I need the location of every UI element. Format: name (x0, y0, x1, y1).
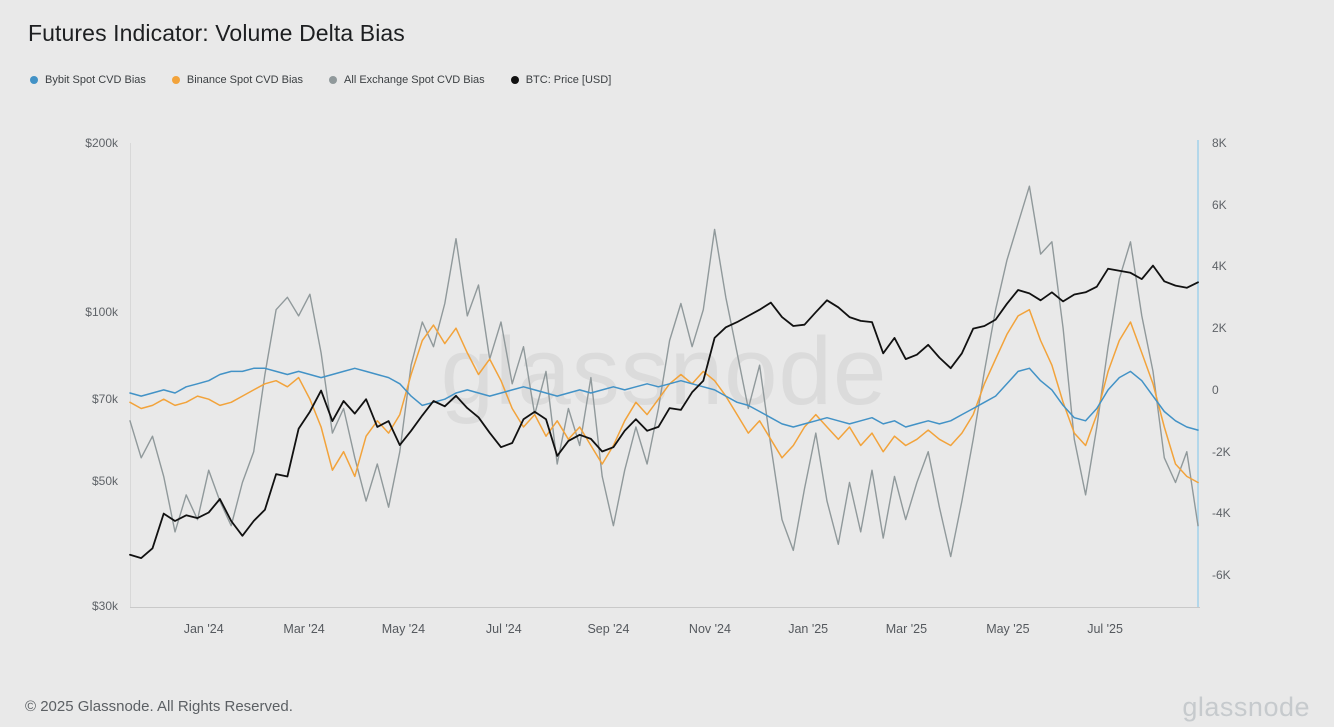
x-axis-tick-label: Jan '24 (183, 622, 224, 636)
copyright-text: © 2025 Glassnode. All Rights Reserved. (25, 698, 293, 715)
y-axis-right-tick-label: 6K (1212, 197, 1227, 212)
x-axis-tick-label: Mar '24 (283, 622, 325, 636)
y-axis-right-tick-label: -2K (1212, 444, 1231, 459)
x-axis-tick-label: May '25 (986, 622, 1030, 636)
y-axis-right-tick-label: -4K (1212, 506, 1231, 521)
y-axis-right-tick-label: 4K (1212, 259, 1227, 274)
x-axis-tick-label: Sep '24 (587, 622, 630, 636)
page-title: Futures Indicator: Volume Delta Bias (28, 20, 405, 46)
series-line-binance-spot-cvd-bias (129, 308, 1199, 484)
legend-item-bybit-spot-cvd-bias[interactable]: Bybit Spot CVD Bias (30, 74, 146, 86)
legend-dot-icon (329, 76, 338, 84)
chart-canvas (129, 185, 1199, 560)
x-axis-tick-label: Mar '25 (885, 622, 928, 636)
series-line-all-exchange-spot-cvd-bias (129, 185, 1199, 558)
legend-dot-icon (30, 76, 38, 84)
right-axis-line (1197, 140, 1199, 607)
x-axis-tick-label: Jan '25 (788, 622, 829, 636)
chart-plot[interactable] (129, 140, 1199, 607)
legend-item-binance-spot-cvd-bias[interactable]: Binance Spot CVD Bias (171, 74, 304, 86)
y-axis-right-tick-label: 0 (1212, 382, 1219, 397)
y-axis-right-tick-label: 8K (1212, 136, 1227, 150)
y-axis-left-tick-label: $100k (85, 305, 118, 320)
legend-dot-icon (171, 76, 180, 84)
y-axis-left-tick-label: $30k (91, 599, 118, 613)
x-axis-tick-label: May '24 (381, 622, 426, 636)
x-axis-tick-label: Jul '24 (485, 622, 522, 636)
y-axis-left-tick-label: $200k (85, 136, 118, 150)
y-axis-left-tick-label: $50k (91, 474, 118, 489)
legend-item-label: Bybit Spot CVD Bias (45, 74, 146, 86)
legend-item-btc-price-usd-[interactable]: BTC: Price [USD] (510, 74, 612, 86)
legend: Bybit Spot CVD Bias Binance Spot CVD Bias… (30, 74, 611, 86)
x-axis-line (130, 607, 1200, 608)
left-axis-line (130, 143, 131, 607)
x-axis-tick-label: Nov '24 (688, 622, 731, 636)
legend-item-label: BTC: Price [USD] (525, 74, 612, 86)
series-line-btc-price-usd- (129, 264, 1199, 560)
y-axis-right-tick-label: 2K (1212, 321, 1227, 336)
x-axis-tick-label: Jul '25 (1087, 622, 1123, 636)
series-line-bybit-spot-cvd-bias (129, 367, 1199, 431)
legend-item-label: Binance Spot CVD Bias (186, 74, 304, 86)
legend-item-label: All Exchange Spot CVD Bias (344, 74, 485, 86)
y-axis-left-tick-label: $70k (91, 392, 118, 407)
legend-item-all-exchange-spot-cvd-bias[interactable]: All Exchange Spot CVD Bias (329, 74, 485, 86)
legend-dot-icon (510, 76, 519, 84)
glassnode-logo: glassnode (1182, 692, 1310, 722)
y-axis-right-tick-label: -6K (1212, 568, 1231, 583)
